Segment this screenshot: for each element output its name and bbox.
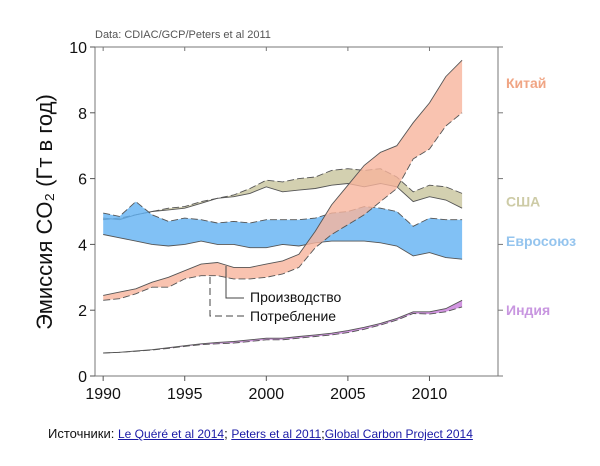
series-label: Индия [506, 302, 550, 318]
source-link-peters[interactable]: Peters et al 2011 [231, 427, 322, 441]
production-line-Китай [103, 59, 463, 296]
band-Китай [103, 60, 463, 301]
y-tick-label: 10 [69, 40, 87, 57]
y-tick-label: 8 [78, 106, 87, 123]
series-label: Евросоюз [506, 233, 576, 249]
y-axis-label: Эмиссия CO₂ (Гт в год) [32, 94, 57, 330]
data-source-note: Data: CDIAC/GCP/Peters et al 2011 [95, 29, 271, 41]
legend-production-line [225, 266, 244, 299]
band-США [103, 168, 463, 220]
y-tick-label: 4 [78, 237, 87, 254]
series-label: США [506, 194, 540, 210]
y-tick-label: 2 [78, 303, 87, 320]
source-link-le-quere[interactable]: Le Quéré et al 2014 [118, 427, 225, 441]
production-line-США [103, 183, 463, 221]
consumption-line-Китай [103, 112, 463, 301]
consumption-line-Индия [103, 306, 463, 354]
legend-consumption-label: Потребление [250, 308, 336, 324]
band-Евросоюз [103, 201, 463, 260]
production-line-Индия [103, 299, 463, 354]
legend: Производство Потребление [209, 266, 341, 324]
source-link-gcp[interactable]: Global Carbon Project 2014 [324, 427, 473, 441]
sources-line: Источники: Le Quéré et al 2014; Peters e… [48, 426, 473, 441]
y-tick-label: 0 [78, 369, 87, 386]
production-line-Евросоюз [103, 234, 463, 260]
x-tick-label: 1995 [167, 386, 203, 403]
x-tick-label: 1990 [85, 386, 121, 403]
y-tick-label: 6 [78, 172, 87, 189]
x-tick-label: 2010 [412, 386, 448, 403]
sources-label: Источники [48, 426, 111, 441]
consumption-line-США [103, 168, 463, 221]
legend-consumption-line [209, 277, 244, 317]
consumption-line-Евросоюз [103, 201, 463, 227]
series-label: Китай [506, 75, 546, 91]
x-tick-label: 2005 [330, 386, 366, 403]
x-tick-label: 2000 [249, 386, 285, 403]
legend-production-label: Производство [250, 289, 341, 305]
